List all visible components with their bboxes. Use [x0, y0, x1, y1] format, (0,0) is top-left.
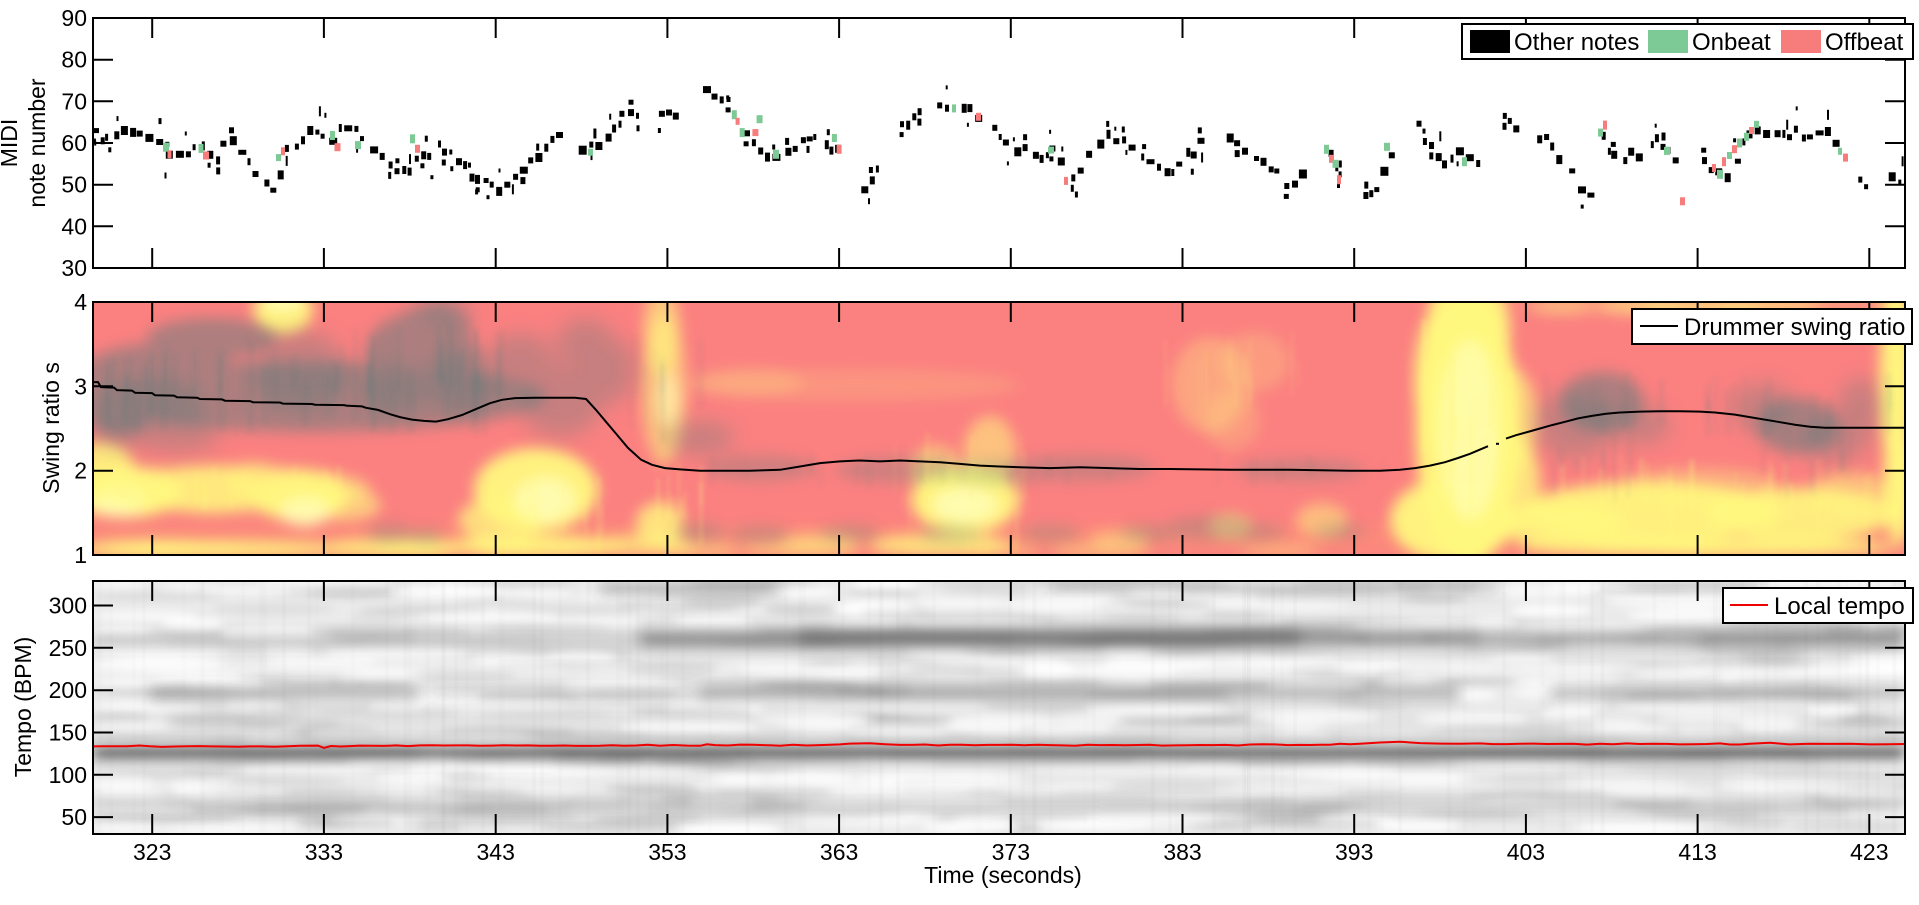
svg-text:150: 150	[49, 720, 87, 746]
svg-text:Local tempo: Local tempo	[1774, 593, 1905, 620]
svg-text:393: 393	[1335, 839, 1373, 865]
svg-text:note number: note number	[24, 78, 50, 207]
svg-text:323: 323	[133, 839, 171, 865]
svg-text:363: 363	[820, 839, 858, 865]
svg-text:70: 70	[61, 88, 87, 114]
svg-text:333: 333	[305, 839, 343, 865]
svg-text:Onbeat: Onbeat	[1692, 29, 1771, 56]
svg-text:383: 383	[1163, 839, 1201, 865]
svg-text:250: 250	[49, 635, 87, 661]
svg-text:1: 1	[74, 542, 87, 568]
svg-text:Swing ratio s: Swing ratio s	[38, 362, 64, 494]
svg-text:Tempo (BPM): Tempo (BPM)	[10, 637, 36, 778]
svg-text:30: 30	[61, 255, 87, 281]
svg-text:50: 50	[61, 804, 87, 830]
svg-text:90: 90	[61, 5, 87, 31]
svg-text:403: 403	[1507, 839, 1545, 865]
svg-text:Offbeat: Offbeat	[1825, 29, 1904, 56]
svg-text:MIDI: MIDI	[0, 119, 22, 168]
svg-text:60: 60	[61, 130, 87, 156]
svg-text:343: 343	[477, 839, 515, 865]
svg-text:423: 423	[1850, 839, 1888, 865]
svg-text:100: 100	[49, 762, 87, 788]
svg-text:Time (seconds): Time (seconds)	[924, 862, 1082, 888]
svg-text:300: 300	[49, 593, 87, 619]
svg-text:3: 3	[74, 373, 87, 399]
svg-text:4: 4	[74, 289, 87, 315]
svg-text:Drummer swing ratio: Drummer swing ratio	[1684, 314, 1905, 341]
svg-text:50: 50	[61, 172, 87, 198]
svg-text:Other notes: Other notes	[1514, 29, 1639, 56]
svg-text:40: 40	[61, 213, 87, 239]
svg-text:373: 373	[992, 839, 1030, 865]
svg-text:353: 353	[648, 839, 686, 865]
svg-text:413: 413	[1678, 839, 1716, 865]
svg-text:200: 200	[49, 677, 87, 703]
svg-text:2: 2	[74, 458, 87, 484]
svg-text:80: 80	[61, 47, 87, 73]
